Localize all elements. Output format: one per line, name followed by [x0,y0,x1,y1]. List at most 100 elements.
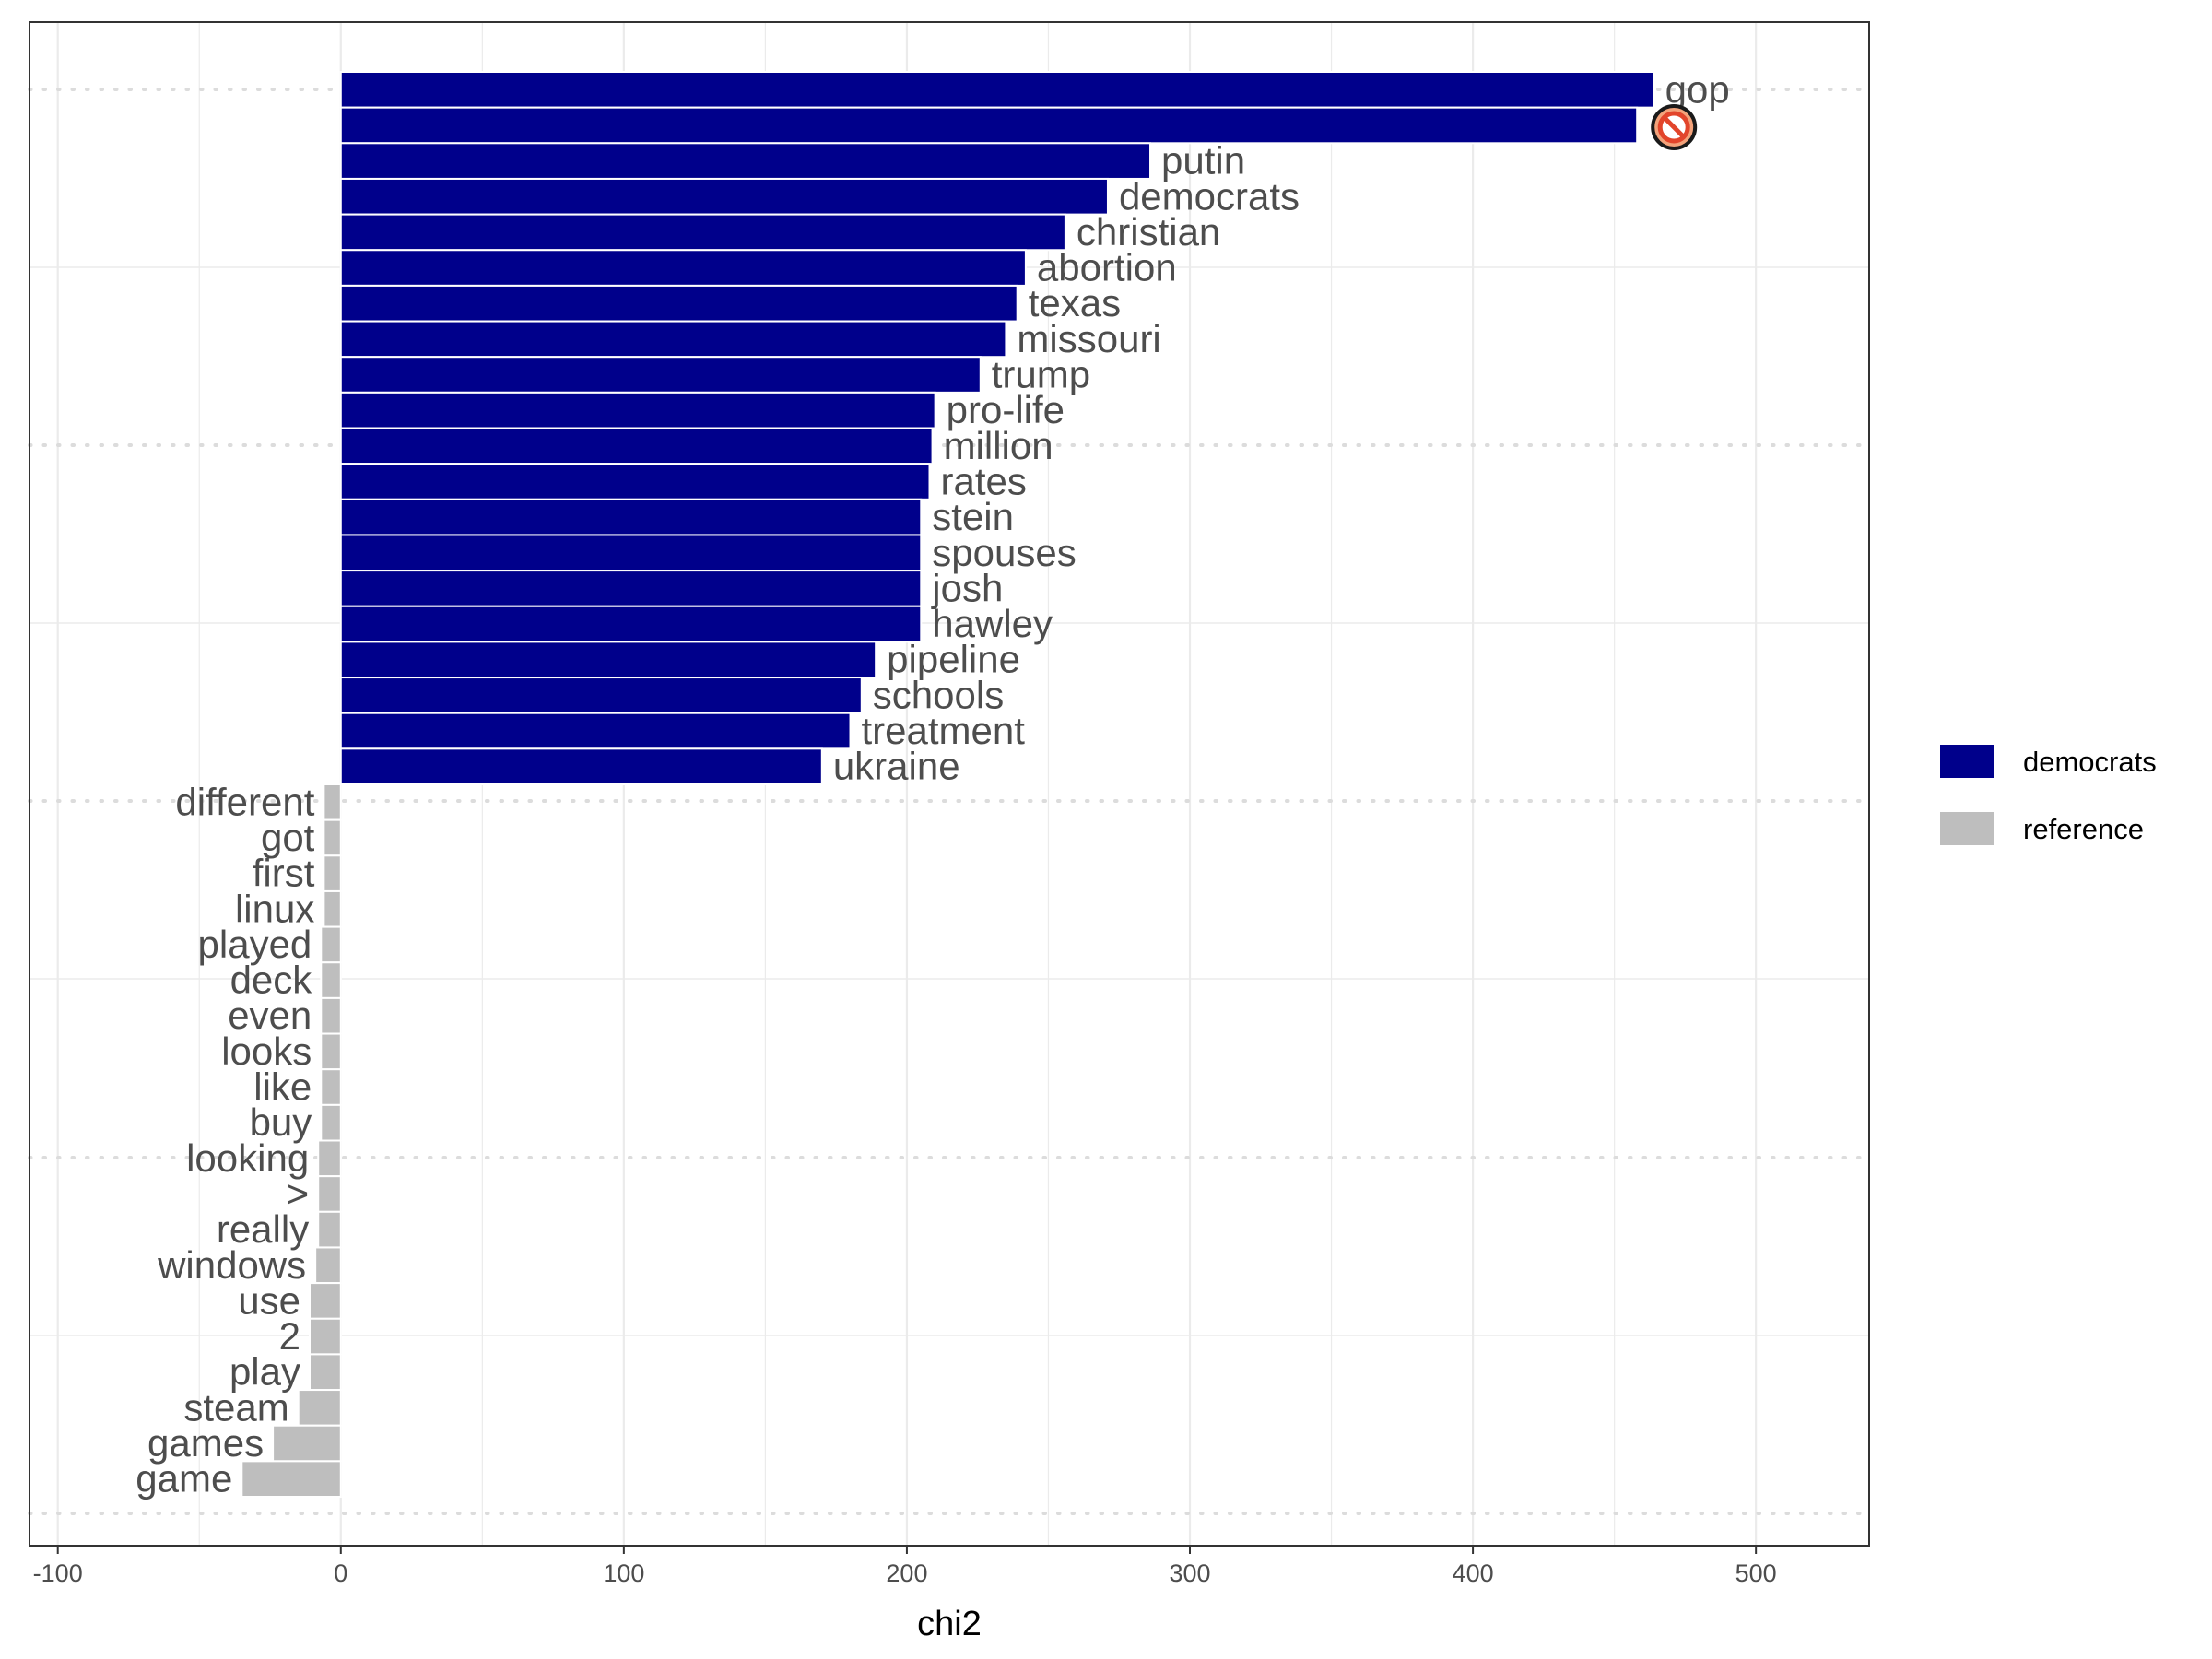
x-tick-label: 0 [334,1559,347,1587]
legend-swatch [1940,812,1994,845]
bar-label: play [229,1350,300,1394]
bar-label: texas [1029,281,1121,324]
bar-label: different [175,780,314,823]
bar-label: even [228,994,312,1037]
bar-label: 2 [279,1314,300,1358]
bar-play [309,1353,342,1392]
bar-texas [339,284,1018,323]
bar-looks [320,1032,342,1071]
bar-missouri [339,320,1007,359]
bar-label: treatment [862,709,1026,752]
legend: democrats reference [1940,745,2157,845]
bar-even [320,996,342,1035]
bar-label: democrats [1119,174,1300,218]
bar-played [320,925,342,964]
bar-trump [339,356,982,394]
x-tick-label: 300 [1169,1559,1210,1587]
bar-2 [309,1317,342,1356]
bar-really [317,1210,342,1249]
bar-gop [339,71,1655,109]
bar-> [317,1175,342,1213]
x-tick-label: 400 [1453,1559,1494,1587]
bar-linux [323,889,342,928]
bar-windows [314,1246,342,1285]
bar-label: deck [230,959,313,1002]
bar-buy [320,1103,342,1142]
bar-treatment [339,712,852,750]
prohibited-icon [1651,103,1698,150]
legend-item-reference: reference [1940,812,2144,845]
x-tick-label: -100 [33,1559,83,1587]
bar-label: steam [183,1385,288,1429]
bar-label: pipeline [887,638,1020,681]
bar-label: stein [932,495,1014,538]
bar-game [241,1460,342,1498]
bar-label: schools [873,673,1004,716]
bar-label: gop [1665,67,1730,111]
bar-different [323,783,342,821]
x-tick-label: 100 [603,1559,644,1587]
legend-item-democrats: democrats [1940,745,2157,778]
bar-label: abortion [1037,246,1177,289]
bar-label: first [253,852,315,895]
bars [241,71,1655,1498]
bar-abortion [339,249,1027,287]
bar-looking [317,1139,342,1178]
legend-label: democrats [2023,746,2157,778]
bar-label: game [135,1457,232,1500]
bar-label: looks [221,1030,312,1073]
bar-label: missouri [1017,317,1160,360]
bar-label: pro-life [947,388,1065,431]
bar-hawley [339,605,923,643]
bar-label: christian [1077,210,1220,253]
bar-label: linux [235,887,314,930]
bar-games [272,1424,342,1463]
x-tick-label: 200 [886,1559,927,1587]
bar-label: trump [992,353,1090,396]
bar-label: putin [1161,139,1245,182]
bar-million [339,427,934,465]
bar-label: spouses [932,531,1076,574]
bar-label: buy [250,1100,312,1144]
bar-label: played [198,923,312,966]
bar-label: use [238,1278,300,1322]
bar-like [320,1068,342,1106]
bar-label: really [217,1207,309,1251]
bar-label: hawley [932,602,1053,645]
bar-label: million [944,424,1053,467]
bar-steam [297,1389,342,1427]
bar-putin [339,142,1152,180]
bar-unlabeled [339,106,1639,145]
x-axis: -100 0 100 200 300 400 500 [33,1546,1777,1587]
bar-labels: gopputindemocratschristianabortiontexasm… [135,67,1729,1500]
bar-schools [339,677,863,714]
bar-rates [339,463,931,500]
bar-label: ukraine [833,745,960,788]
bar-ukraine [339,747,823,785]
bar-label: josh [930,566,1003,609]
bar-deck [320,961,342,999]
bar-label: games [147,1421,264,1465]
bar-josh [339,570,923,607]
bar-label: looking [186,1136,309,1180]
bar-label: like [253,1065,312,1109]
bar-use [309,1282,342,1320]
bar-label: rates [941,459,1027,502]
bar-pipeline [339,641,877,679]
bar-christian [339,213,1066,252]
bar-pro-life [339,391,936,429]
bar-stein [339,498,923,536]
legend-swatch [1940,745,1994,778]
bar-democrats [339,177,1109,216]
bar-spouses [339,534,923,572]
bar-first [323,854,342,892]
x-tick-label: 500 [1735,1559,1777,1587]
x-axis-title: chi2 [917,1605,982,1643]
bar-label: windows [157,1243,306,1287]
bar-label: > [287,1171,310,1215]
legend-label: reference [2023,813,2144,845]
plot-panel-border [29,21,1870,1547]
bar-label: got [261,816,315,859]
bar-got [323,818,342,857]
